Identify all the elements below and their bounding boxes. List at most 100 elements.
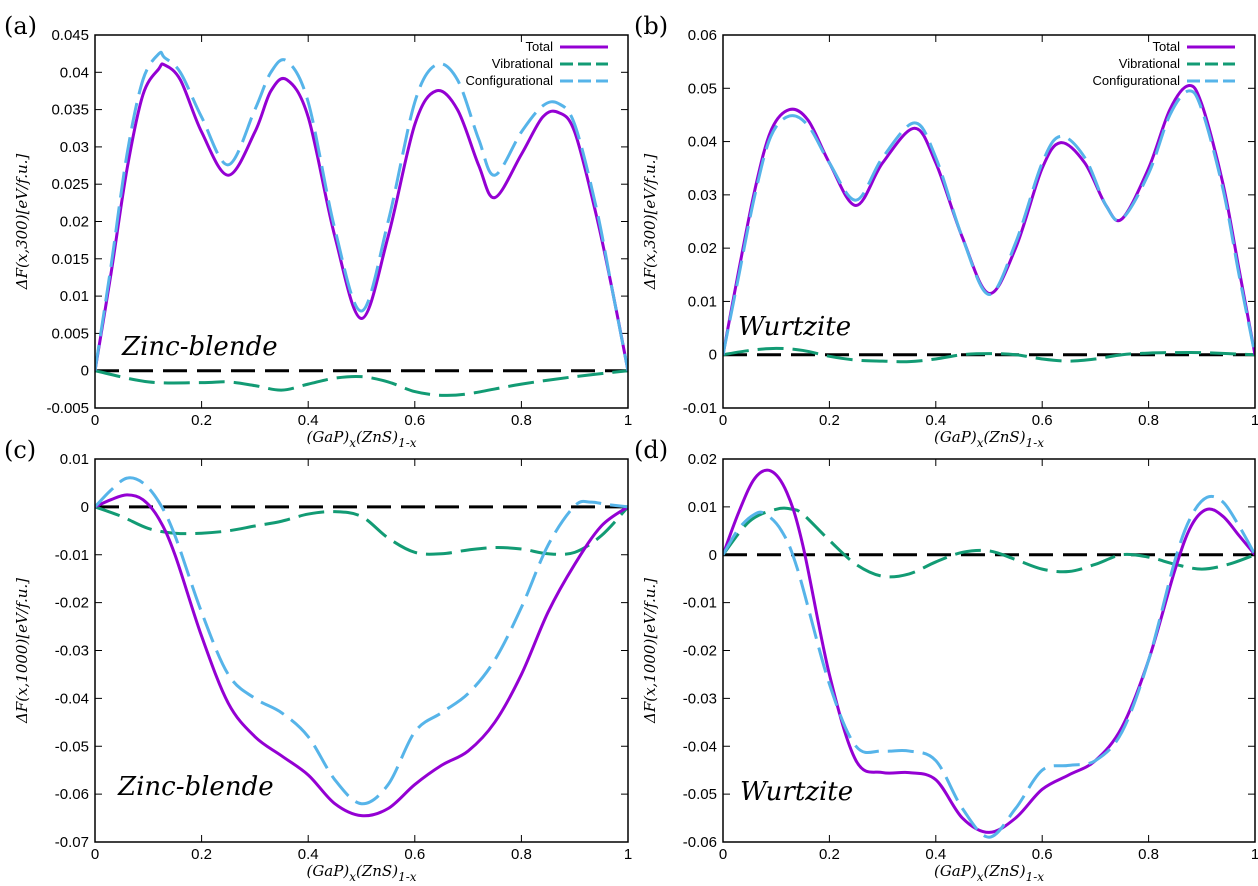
y-tick-label: 0.01 [688, 293, 717, 310]
x-tick-label: 0.4 [298, 846, 319, 863]
y-axis-label: ΔF(x,1000)[eV/f.u.] [641, 578, 659, 724]
y-tick-label: -0.06 [683, 834, 717, 851]
y-tick-label: 0.02 [688, 451, 717, 468]
x-tick-label: 0.4 [925, 412, 946, 429]
legend-label: Configurational [1093, 73, 1181, 88]
series-line-vibrational [723, 346, 1255, 364]
y-tick-label: 0.03 [688, 187, 717, 204]
y-tick-label: -0.05 [55, 738, 89, 755]
y-tick-label: -0.03 [55, 643, 89, 660]
series-line-configurational [95, 476, 628, 806]
panel-letter: (a) [4, 12, 37, 40]
x-tick-label: 0.6 [1032, 846, 1053, 863]
x-tick-label: 0 [91, 412, 99, 429]
y-tick-label: 0 [81, 499, 89, 516]
x-tick-label: 0.8 [511, 846, 532, 863]
series-line-total [95, 62, 628, 371]
x-tick-label: 1 [624, 846, 632, 863]
y-tick-label: 0.06 [688, 27, 717, 44]
phase-annotation: Zinc-blende [117, 772, 274, 802]
legend-label: Configurational [466, 73, 554, 88]
plot-frame [722, 34, 1256, 409]
y-tick-label: 0 [709, 547, 717, 564]
series-line-vibrational [95, 369, 628, 398]
y-tick-label: 0 [81, 363, 89, 380]
y-tick-label: -0.005 [46, 400, 89, 417]
y-tick-label: 0.05 [688, 80, 717, 97]
y-tick-label: 0.035 [51, 102, 89, 119]
panel-letter: (d) [634, 436, 668, 464]
y-tick-label: 0.015 [51, 251, 89, 268]
plot-frame [94, 458, 629, 843]
legend-label: Total [1153, 39, 1181, 54]
x-axis-label: (GaP)x(ZnS)1-x [934, 428, 1044, 450]
y-tick-label: 0.01 [688, 499, 717, 516]
x-axis-label: (GaP)x(ZnS)1-x [306, 428, 416, 450]
y-tick-label: 0.04 [60, 64, 89, 81]
y-tick-label: 0.025 [51, 176, 89, 193]
series-line-total [95, 493, 628, 818]
x-tick-label: 0.8 [1138, 846, 1159, 863]
y-tick-label: -0.04 [55, 690, 89, 707]
x-tick-label: 0 [719, 412, 727, 429]
y-tick-label: -0.04 [683, 738, 717, 755]
x-tick-label: 0.8 [511, 412, 532, 429]
panel-c: (c) -0.07 -0.06 -0.05 -0.04 -0.03 -0.02 -0.01 0 0… [4, 436, 632, 884]
x-tick-label: 0.4 [925, 846, 946, 863]
legend-label: Vibrational [492, 56, 553, 71]
x-tick-label: 0 [719, 846, 727, 863]
x-tick-label: 0.6 [404, 412, 425, 429]
y-tick-label: 0.02 [60, 214, 89, 231]
y-axis-label: ΔF(x,300)[eV/f.u.] [13, 154, 31, 291]
series-line-total [723, 468, 1255, 834]
y-tick-label: -0.01 [683, 595, 717, 612]
series-line-configurational [723, 89, 1255, 356]
x-tick-label: 0 [91, 846, 99, 863]
x-tick-label: 1 [1251, 412, 1258, 429]
x-tick-label: 1 [1251, 846, 1258, 863]
phase-annotation: Wurtzite [740, 777, 853, 807]
x-tick-label: 0.4 [298, 412, 319, 429]
x-tick-label: 0.2 [191, 412, 212, 429]
panel-letter: (c) [4, 436, 36, 464]
x-tick-label: 1 [624, 412, 632, 429]
y-tick-label: -0.03 [683, 690, 717, 707]
x-axis-label: (GaP)x(ZnS)1-x [934, 862, 1044, 884]
series-line-configurational [723, 494, 1255, 839]
y-tick-label: -0.01 [683, 400, 717, 417]
y-tick-label: 0.03 [60, 139, 89, 156]
y-tick-label: 0.01 [60, 288, 89, 305]
phase-annotation: Zinc-blende [121, 332, 278, 362]
y-tick-label: 0.005 [51, 325, 89, 342]
y-tick-label: 0 [709, 347, 717, 364]
y-tick-label: 0.02 [688, 240, 717, 257]
x-tick-label: 0.6 [404, 846, 425, 863]
y-tick-label: -0.02 [683, 643, 717, 660]
plot-frame [94, 34, 629, 409]
x-axis-label: (GaP)x(ZnS)1-x [306, 862, 416, 884]
series-line-configurational [95, 50, 628, 371]
y-tick-label: -0.06 [55, 786, 89, 803]
y-tick-label: -0.01 [55, 547, 89, 564]
y-tick-label: 0.04 [688, 134, 717, 151]
x-tick-label: 0.8 [1138, 412, 1159, 429]
x-tick-label: 0.6 [1032, 412, 1053, 429]
y-axis-label: ΔF(x,1000)[eV/f.u.] [13, 578, 31, 724]
legend: Total Vibrational Configurational [1093, 39, 1235, 88]
x-tick-label: 0.2 [191, 846, 212, 863]
series-line-vibrational [723, 506, 1255, 579]
phase-annotation: Wurtzite [738, 312, 851, 342]
plot-frame [722, 458, 1256, 843]
panel-letter: (b) [634, 12, 668, 40]
y-tick-label: 0.045 [51, 27, 89, 44]
x-tick-label: 0.2 [819, 846, 840, 863]
y-tick-label: -0.07 [55, 834, 89, 851]
y-axis-label: ΔF(x,300)[eV/f.u.] [641, 154, 659, 291]
x-tick-label: 0.2 [819, 412, 840, 429]
y-tick-label: 0.01 [60, 451, 89, 468]
panel-a: (a)-0.00500.0050.010.0150.020.0250.030.0… [4, 12, 632, 450]
legend-label: Vibrational [1119, 56, 1180, 71]
y-tick-label: -0.05 [683, 786, 717, 803]
